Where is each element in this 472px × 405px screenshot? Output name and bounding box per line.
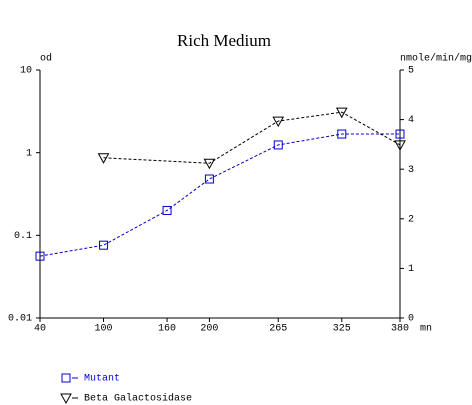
x-tick-label: 325 xyxy=(333,324,351,335)
x-axis-label: mn xyxy=(420,324,432,335)
data-point xyxy=(272,116,285,128)
y2-axis-label: nmole/min/mg xyxy=(400,53,472,65)
y-tick-label: 0.1 xyxy=(14,231,32,242)
data-point xyxy=(395,129,405,139)
series-line xyxy=(103,111,401,164)
x-tick-label: 265 xyxy=(269,324,287,335)
y2-tick-label: 1 xyxy=(408,264,414,275)
data-point xyxy=(162,205,172,215)
x-tick-label: 380 xyxy=(391,324,409,335)
series-line xyxy=(39,133,400,257)
legend-marker xyxy=(60,393,72,405)
y-tick-label: 0.01 xyxy=(8,314,32,325)
data-point xyxy=(99,240,109,250)
data-point xyxy=(97,153,110,164)
x-tick-label: 160 xyxy=(158,324,176,335)
x-tick-label: 40 xyxy=(34,324,46,335)
y-tick-label: 1 xyxy=(26,148,32,159)
legend-marker xyxy=(61,373,71,383)
y2-tick-label: 2 xyxy=(408,214,414,225)
legend-label: Mutant xyxy=(84,374,120,385)
x-tick-label: 100 xyxy=(95,324,113,335)
data-point xyxy=(337,129,347,139)
data-point xyxy=(273,140,283,150)
data-point xyxy=(35,251,45,261)
data-point xyxy=(204,174,214,184)
data-point xyxy=(203,158,216,170)
data-point xyxy=(394,140,406,151)
y2-tick-label: 4 xyxy=(408,115,414,126)
y-axis-label: od xyxy=(40,53,52,65)
y2-tick-label: 0 xyxy=(408,314,414,325)
data-point xyxy=(335,107,348,119)
chart-title: Rich Medium xyxy=(177,31,271,50)
y2-tick-label: 5 xyxy=(408,66,414,77)
legend-label: Beta Galactosidase xyxy=(84,393,192,405)
x-tick-label: 200 xyxy=(200,324,218,335)
y2-tick-label: 3 xyxy=(408,165,414,176)
y-tick-label: 10 xyxy=(20,66,32,77)
